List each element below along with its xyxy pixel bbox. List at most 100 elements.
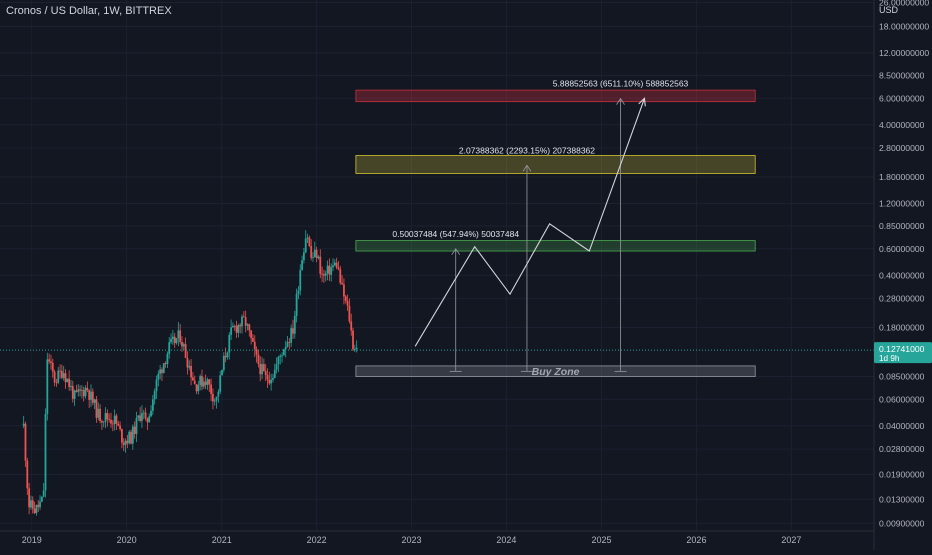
projection-arrowhead [638,97,646,107]
candle-body [90,391,92,400]
time-axis[interactable]: 2019 2020 2021 2022 2023 2024 2025 2026 2027 [22,535,802,545]
candle-body [335,262,338,268]
projection-path[interactable] [414,97,646,347]
candle-series [22,230,358,516]
candle-body [224,355,227,358]
candle-body [346,300,349,306]
y-tick-label: 18.00000000 [879,22,929,32]
candle-body [195,384,198,392]
target-zones[interactable]: Buy Zone [355,89,756,378]
candle-body [295,293,298,316]
candle-body [144,412,147,419]
candle-body [88,390,91,400]
candle-body [141,413,143,421]
price-tag-box [874,342,932,364]
candle-body [262,364,265,372]
candle-body [250,330,253,339]
candle-body [202,381,205,387]
candle-body [62,373,65,378]
price-axis[interactable]: 26.00000000 18.00000000 12.00000000 8.50000… [879,0,929,528]
x-tick-label: 2021 [212,535,232,545]
candle-body [333,262,336,266]
candle-body [184,344,187,359]
candle-body [79,389,81,391]
candle-body [212,393,214,402]
y-tick-label: 0.04000000 [879,421,925,431]
candle-body [232,325,234,328]
candle-body [339,269,342,283]
candle-body [161,369,163,373]
candle-body [208,379,211,385]
candle-body [201,376,203,387]
candle-body [290,328,293,343]
zone-box[interactable] [355,240,756,252]
candle-body [166,353,169,365]
candle-body [239,324,242,327]
y-tick-label: 0.85000000 [879,221,925,231]
candle-body [175,338,178,344]
candle-body [321,273,323,275]
measure-arrowhead [522,164,532,172]
candle-body [84,387,87,397]
candle-body [222,355,225,371]
x-tick-label: 2020 [117,535,137,545]
y-tick-label: 4.00000000 [879,120,925,130]
candle-body [35,504,38,514]
candle-body [241,316,243,327]
candle-body [40,496,43,502]
measurement-lines[interactable]: 0.50037484 (547.94%) 50037484 2.07388362 … [392,79,689,372]
y-tick-label: 0.01900000 [879,469,925,479]
y-tick-label: 26.00000000 [879,0,929,7]
candle-body [264,371,267,376]
candle-body [288,342,291,343]
y-tick-label: 0.06000000 [879,394,925,404]
candle-body [77,389,80,392]
zone-box[interactable] [355,365,756,377]
candle-body [101,420,103,423]
candle-body [286,342,289,347]
candle-body [97,408,100,418]
candle-body [170,338,172,343]
y-tick-label: 0.00900000 [879,518,925,528]
candle-body [159,369,162,374]
candle-body [312,257,314,258]
candle-body [133,426,136,435]
candle-body [277,356,280,365]
zone-box[interactable] [355,155,756,174]
candle-body [80,390,83,391]
candle-body [319,256,322,274]
x-tick-label: 2027 [781,535,801,545]
symbol-title[interactable]: Cronos / US Dollar, 1W, BITTREX [6,5,172,17]
candle-body [273,369,276,378]
x-tick-label: 2019 [22,535,42,545]
candle-body [110,419,112,424]
candle-body [111,423,114,425]
zone-box[interactable] [355,89,756,103]
y-tick-label: 8.50000000 [879,71,925,81]
candle-body [181,341,183,347]
candle-body [44,413,47,491]
candle-body [162,363,165,373]
candle-body [215,396,218,401]
candle-body [261,364,263,375]
candle-body [179,330,182,342]
candle-body [217,391,220,397]
candle-body [292,328,294,334]
y-tick-label: 0.60000000 [879,244,925,254]
candle-body [115,415,118,424]
candle-body [73,390,76,399]
candle-body [153,391,156,400]
candle-body [221,370,223,376]
candle-body [57,370,60,383]
candle-body [275,364,278,370]
candle-body [310,246,313,258]
projection-line[interactable] [414,98,646,347]
candle-body [42,490,45,497]
candle-body [272,377,274,380]
candle-body [293,315,296,334]
candle-body [326,265,329,274]
y-tick-label: 0.28000000 [879,294,925,304]
candle-body [343,284,345,297]
